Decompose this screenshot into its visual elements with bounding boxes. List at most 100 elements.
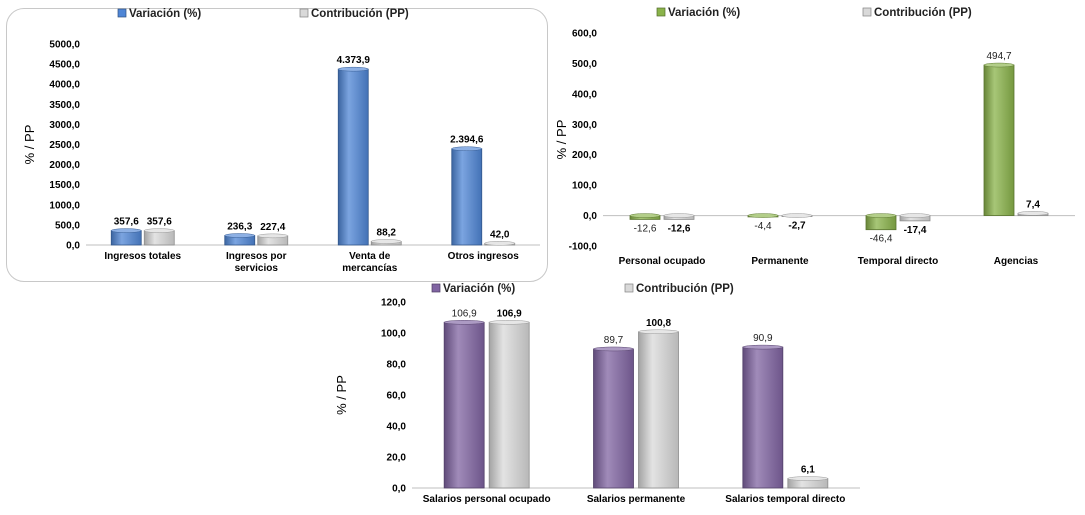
y-tick-label: 100,0 <box>572 181 597 192</box>
legend-swatch <box>624 283 634 293</box>
data-label: -12,6 <box>668 223 691 234</box>
category-label: Otros ingresos <box>448 251 520 262</box>
data-label: 7,4 <box>1026 199 1040 210</box>
y-tick-label: 2000,0 <box>49 160 80 171</box>
bar-top-cap <box>338 66 369 72</box>
category-label: Permanente <box>751 256 809 267</box>
data-label: -17,4 <box>904 225 927 236</box>
chart-personal-svg: -100,0 0,0 100,0 200,0 300,0 400,0 500,0 600,0%… <box>554 7 1075 267</box>
data-label: 106,9 <box>497 308 522 319</box>
y-axis-label: % / PP <box>334 375 349 415</box>
y-tick-label: 20,0 <box>387 453 407 464</box>
data-label: -4,4 <box>754 221 772 232</box>
data-label: -12,6 <box>634 223 657 234</box>
category-label: Agencias <box>994 256 1039 267</box>
y-axis-label: % / PP <box>554 120 569 160</box>
bar-top-cap <box>742 344 784 350</box>
category-label: Salarios temporal directo <box>725 494 845 505</box>
y-tick-label: 1000,0 <box>49 200 80 211</box>
bar-top-cap <box>371 239 402 244</box>
data-label: 227,4 <box>260 222 285 233</box>
data-label: 106,9 <box>452 308 477 319</box>
chart-salarios: 0,0 20,0 40,0 60,0 80,0 100,0 120,0 % / PP Varia… <box>320 280 880 515</box>
bar-top-cap <box>747 213 779 218</box>
data-label: 42,0 <box>490 229 510 240</box>
bar-top-cap <box>781 213 813 218</box>
y-tick-label: 3500,0 <box>49 100 80 111</box>
category-label: mercancías <box>342 263 397 274</box>
data-label: 89,7 <box>604 335 624 346</box>
bar-top-cap <box>224 233 255 238</box>
y-tick-label: 120,0 <box>381 298 406 309</box>
bar-top-cap <box>983 62 1015 68</box>
bar-variacion <box>337 68 369 246</box>
bar-variacion <box>742 346 784 489</box>
data-label: 357,6 <box>114 217 139 228</box>
chart-ingresos: 0,0 500,0 1000,0 1500,0 2000,0 2500,0 3000,0 35… <box>0 0 560 285</box>
y-tick-label: 4500,0 <box>49 60 80 71</box>
data-label: 494,7 <box>986 51 1011 62</box>
y-tick-label: 2500,0 <box>49 140 80 151</box>
bar-top-cap <box>111 228 142 233</box>
bar-top-cap <box>629 213 661 218</box>
category-label: Salarios personal ocupado <box>423 494 551 505</box>
legend-swatch <box>117 8 127 18</box>
legend-swatch <box>431 283 441 293</box>
bar-top-cap <box>144 228 175 233</box>
data-label: -2,7 <box>788 220 806 231</box>
bar-variacion <box>451 148 483 246</box>
chart-ingresos-svg: 0,0 500,0 1000,0 1500,0 2000,0 2500,0 3000,0 35… <box>22 8 540 274</box>
y-tick-label: -100,0 <box>569 242 598 253</box>
bar-top-cap <box>638 329 679 335</box>
y-tick-label: 500,0 <box>572 59 597 70</box>
y-tick-label: 100,0 <box>381 329 406 340</box>
y-tick-label: 200,0 <box>572 150 597 161</box>
y-tick-label: 1500,0 <box>49 180 80 191</box>
y-tick-label: 500,0 <box>55 220 80 231</box>
bar-top-cap <box>1017 211 1049 216</box>
y-tick-label: 40,0 <box>387 422 407 433</box>
y-axis-label: % / PP <box>22 125 37 165</box>
bar-variacion <box>443 321 485 489</box>
legend-swatch <box>862 7 872 17</box>
data-label: 100,8 <box>646 318 671 329</box>
bar-variacion <box>983 64 1015 216</box>
legend-swatch <box>656 7 666 17</box>
y-tick-label: 0,0 <box>392 484 406 495</box>
bar-top-cap <box>451 146 482 151</box>
legend-entry: Variación (%) <box>443 283 515 295</box>
legend-swatch <box>299 8 309 18</box>
data-label: -46,4 <box>870 234 893 245</box>
bar-variacion <box>593 348 634 489</box>
y-tick-label: 3000,0 <box>49 120 80 131</box>
legend-entry: Variación (%) <box>668 7 740 19</box>
chart-salarios-svg: 0,0 20,0 40,0 60,0 80,0 100,0 120,0 % / PP Varia… <box>334 283 860 505</box>
y-tick-label: 4000,0 <box>49 80 80 91</box>
bar-top-cap <box>663 213 695 218</box>
y-tick-label: 400,0 <box>572 89 597 100</box>
data-label: 88,2 <box>377 227 397 238</box>
category-label: Personal ocupado <box>619 256 706 267</box>
bar-top-cap <box>257 233 288 239</box>
data-label: 2.394,6 <box>450 135 484 146</box>
data-label: 236,3 <box>227 222 252 233</box>
bar-top-cap <box>899 213 931 218</box>
category-label: Salarios permanente <box>587 494 686 505</box>
legend-entry: Contribución (PP) <box>311 8 409 20</box>
bar-top-cap <box>443 320 485 325</box>
y-tick-label: 0,0 <box>66 241 80 252</box>
data-label: 4.373,9 <box>337 55 371 66</box>
y-tick-label: 300,0 <box>572 120 597 131</box>
category-label: Ingresos totales <box>104 251 181 262</box>
y-tick-label: 60,0 <box>387 391 407 402</box>
y-tick-label: 80,0 <box>387 360 407 371</box>
bar-top-cap <box>787 476 829 481</box>
bar-top-cap <box>484 241 515 246</box>
category-label: Venta de <box>349 251 391 262</box>
category-label: Ingresos por <box>226 251 287 262</box>
chart-personal: -100,0 0,0 100,0 200,0 300,0 400,0 500,0 600,0%… <box>545 0 1085 285</box>
bar-top-cap <box>488 320 530 325</box>
data-label: 90,9 <box>753 333 773 344</box>
legend-entry: Variación (%) <box>129 8 201 20</box>
y-tick-label: 5000,0 <box>49 40 80 51</box>
